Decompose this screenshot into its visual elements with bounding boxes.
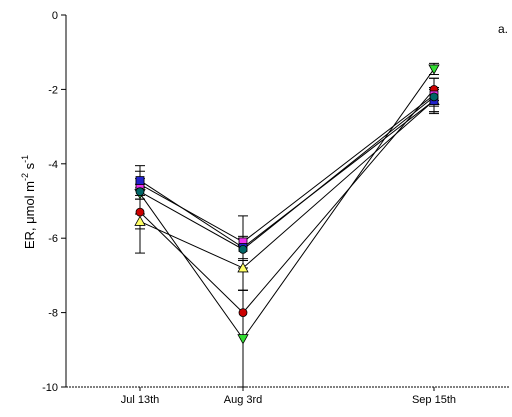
series-1-point-2 (428, 64, 440, 75)
series-0-point-1 (238, 308, 248, 318)
y-tick-label-5: -10 (42, 382, 58, 394)
y-axis-title-sup1: -2 (20, 173, 30, 181)
series-2-line (139, 100, 435, 269)
series-0-line (139, 89, 435, 314)
series-5-point-0 (135, 187, 145, 197)
series-5-line (139, 96, 435, 250)
plot-area: 0 -2 -4 -6 -8 -10 Jul 13th Aug 3rd Sep 15th (42, 10, 510, 406)
series-4-point-0 (135, 176, 145, 185)
y-tick-label-2: -4 (48, 159, 58, 171)
series-2-point-0 (134, 215, 146, 226)
series-1-point-1 (237, 334, 249, 345)
series-5-point-1 (238, 244, 248, 254)
y-axis-title-mid: s (22, 162, 37, 173)
y-tick-label-4: -8 (48, 308, 58, 320)
x-tick-label-2: Sep 15th (412, 394, 456, 406)
x-tick-label-1: Aug 3rd (224, 394, 263, 406)
y-axis-title-main: ER, μmol m (22, 181, 37, 249)
series-3-line (139, 94, 435, 243)
x-tick-label-0: Jul 13th (121, 394, 160, 406)
series-4-line (139, 100, 435, 249)
y-tick-label-1: -2 (48, 84, 58, 96)
series-1-line (139, 68, 435, 340)
y-tick-label-0: 0 (52, 10, 58, 22)
series-0-point-0 (135, 207, 145, 217)
y-axis-title: ER, μmol m-2 s-1 (20, 155, 37, 249)
y-axis-title-sup2: -1 (20, 155, 30, 163)
series-2-point-1 (237, 262, 249, 273)
series-5-point-2 (429, 92, 439, 102)
y-tick-label-3: -6 (48, 233, 58, 245)
panel-label: a. (498, 22, 508, 36)
